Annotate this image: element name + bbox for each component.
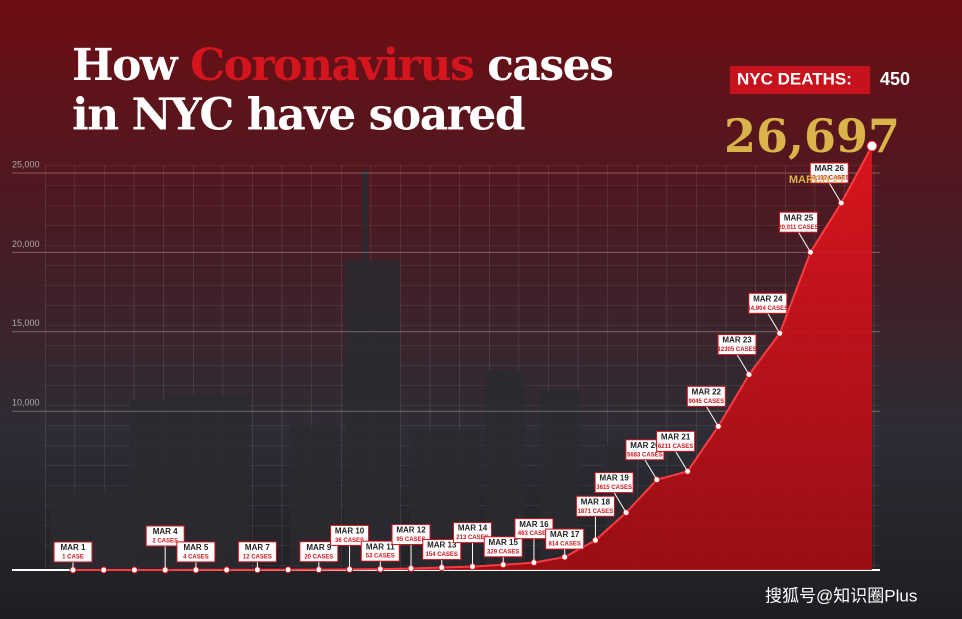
label-stem (767, 313, 781, 334)
label-stem (736, 354, 750, 375)
value-label: 95 CASES (397, 537, 426, 543)
label-box (391, 523, 431, 545)
label-stem (705, 406, 719, 427)
category-label: MAR 17 (550, 530, 580, 539)
label-box (545, 528, 585, 550)
value-label: 20,011 CASES (778, 225, 818, 231)
chart-title: in NYC have soared (72, 90, 525, 141)
deaths-box (730, 66, 870, 94)
label-stem (798, 231, 811, 253)
value-label: 814 CASES (549, 542, 581, 548)
category-label: MAR 13 (427, 541, 457, 550)
y-tick-label: 10,000 (12, 398, 40, 408)
label-box (53, 541, 93, 563)
value-label: 53 CASES (366, 554, 395, 560)
label-stem (828, 182, 842, 204)
label-box (299, 541, 339, 563)
category-label: MAR 1 (61, 543, 86, 552)
category-label: MAR 20 (630, 441, 660, 450)
label-box (594, 472, 634, 494)
area (73, 146, 872, 570)
point (223, 566, 231, 574)
label-box (748, 292, 788, 314)
value-label: 154 CASES (426, 552, 458, 558)
deaths-value: 450 (880, 69, 910, 89)
label-box (686, 385, 726, 407)
label-stem (613, 492, 627, 513)
category-label: MAR 21 (661, 432, 691, 441)
category-label: MAR 12 (396, 526, 426, 535)
value-label: 329 CASES (487, 549, 519, 555)
value-label: 463 CASES (518, 531, 550, 537)
label-box (656, 430, 696, 452)
category-label: MAR 14 (458, 524, 488, 533)
label-box (483, 536, 523, 558)
value-label: 4 CASES (183, 555, 209, 561)
value-label: 20 CASES (304, 554, 333, 560)
label-box (360, 540, 400, 562)
label-box (717, 334, 757, 356)
deaths-label: NYC DEATHS: (737, 69, 852, 88)
category-label: MAR 5 (183, 543, 208, 552)
category-label: MAR 10 (335, 527, 365, 536)
value-label: 23,112 CASES (809, 176, 849, 182)
category-label: MAR 24 (753, 294, 783, 303)
category-label: MAR 16 (519, 520, 549, 529)
y-tick-label: 25,000 (12, 159, 40, 169)
category-label: MAR 4 (153, 527, 178, 536)
value-label: 3615 CASES (596, 485, 632, 491)
category-label: MAR 9 (306, 543, 331, 552)
category-label: MAR 15 (489, 538, 519, 547)
chart-title: How Coronavirus cases (72, 40, 612, 91)
category-label: MAR 19 (599, 474, 629, 483)
value-label: 26,697 (724, 109, 900, 163)
value-label: 12305 CASES (718, 347, 757, 353)
label-box (809, 162, 849, 184)
category-label: MAR 26 (815, 164, 845, 173)
category-label: MAR 18 (581, 497, 611, 506)
value-label: 1871 CASES (578, 509, 614, 515)
point (866, 140, 878, 152)
skyline (50, 170, 635, 570)
label-stem (644, 459, 658, 481)
label-box (330, 524, 370, 546)
y-tick-label: 20,000 (12, 239, 40, 249)
label-box (422, 539, 462, 561)
label-box (452, 522, 492, 544)
value-label: 9045 CASES (688, 399, 724, 405)
label-box (575, 495, 615, 517)
title-part: How (72, 40, 179, 91)
category-label: MAR 11 (366, 542, 395, 551)
label-box (176, 541, 216, 563)
title-part: Coronavirus (190, 40, 473, 91)
label-stem (675, 451, 689, 472)
category-label: MAR 22 (692, 387, 722, 396)
value-label: 5683 CASES (627, 452, 663, 458)
value-label: 14,904 CASES (747, 306, 788, 312)
value-label: 36 CASES (335, 538, 364, 544)
value-label: 1 CASE (62, 555, 84, 561)
point (284, 566, 292, 574)
point (100, 566, 108, 574)
title-part: cases (487, 40, 612, 91)
label-box (237, 541, 277, 563)
value-label: 12 CASES (243, 554, 272, 560)
value-label: 2 CASES (152, 539, 178, 545)
category-label: MAR 23 (722, 336, 752, 345)
label-box (779, 211, 819, 233)
point (130, 566, 138, 574)
category-label: MARCH 27 (789, 174, 845, 186)
label-box (145, 525, 185, 547)
value-label: 213 CASES (456, 535, 488, 541)
category-label: MAR 7 (245, 543, 270, 552)
watermark: 搜狐号@知识圈Plus (765, 586, 917, 605)
value-label: 6211 CASES (658, 444, 693, 450)
y-tick-label: 15,000 (12, 318, 40, 328)
category-label: MAR 25 (784, 213, 814, 222)
